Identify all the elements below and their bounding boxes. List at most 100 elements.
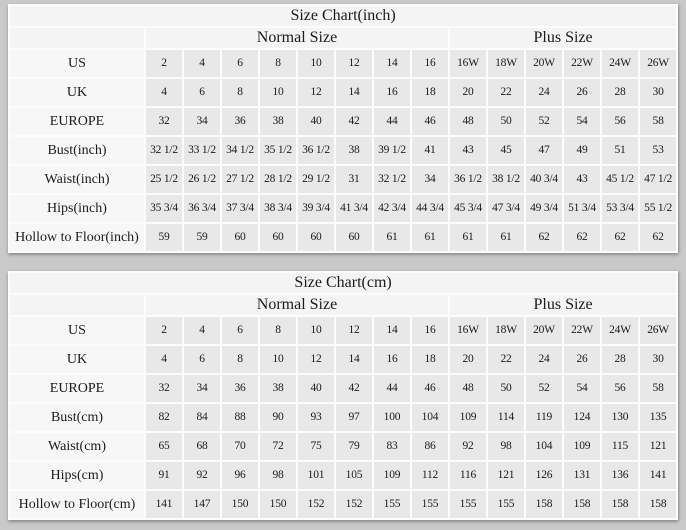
- size-value-cell: 46: [412, 108, 448, 135]
- size-value-cell: 60: [336, 224, 372, 251]
- size-value-cell: 54: [564, 108, 600, 135]
- size-value-cell: 16: [412, 317, 448, 344]
- size-value-cell: 155: [488, 491, 524, 518]
- size-value-cell: 45 3/4: [450, 195, 486, 222]
- table-row: Bust(inch) 32 1/2 33 1/2 34 1/2 35 1/2 36 1/2…: [10, 137, 677, 164]
- size-value-cell: 12: [298, 346, 334, 373]
- size-value-cell: 59: [184, 224, 220, 251]
- size-value-cell: 6: [222, 317, 258, 344]
- row-label: EUROPE: [10, 108, 144, 135]
- table-row: US 2 4 6 8 10 12 14 16 16W 18W 20W 22W 24W 26W: [10, 50, 677, 77]
- size-chart-inch-table: Size Chart(inch) Normal Size Plus Size US 2 4…: [8, 4, 679, 253]
- size-value-cell: 22W: [564, 317, 600, 344]
- size-value-cell: 60: [260, 224, 296, 251]
- size-value-cell: 60: [222, 224, 258, 251]
- size-value-cell: 100: [374, 404, 410, 431]
- size-value-cell: 82: [146, 404, 182, 431]
- size-value-cell: 8: [260, 50, 296, 77]
- size-value-cell: 72: [260, 433, 296, 460]
- table-row: Waist(cm) 65 68 70 72 75 79 83 86 92 98 104 109 115 12…: [10, 433, 677, 460]
- size-value-cell: 14: [336, 79, 372, 106]
- size-value-cell: 30: [640, 346, 677, 373]
- size-value-cell: 121: [488, 462, 524, 489]
- size-value-cell: 152: [336, 491, 372, 518]
- size-value-cell: 30: [640, 79, 677, 106]
- size-value-cell: 35 1/2: [260, 137, 296, 164]
- size-value-cell: 58: [640, 108, 677, 135]
- size-value-cell: 88: [222, 404, 258, 431]
- size-value-cell: 49 3/4: [526, 195, 562, 222]
- size-value-cell: 20W: [526, 50, 562, 77]
- size-value-cell: 34 1/2: [222, 137, 258, 164]
- table-title-row: Size Chart(inch): [10, 6, 677, 26]
- size-value-cell: 91: [146, 462, 182, 489]
- size-value-cell: 2: [146, 50, 182, 77]
- size-value-cell: 130: [602, 404, 638, 431]
- size-value-cell: 158: [526, 491, 562, 518]
- table-row: UK 4 6 8 10 12 14 16 18 20 22 24 26 28 30: [10, 79, 677, 106]
- size-value-cell: 116: [450, 462, 486, 489]
- size-value-cell: 43: [450, 137, 486, 164]
- size-value-cell: 22: [488, 346, 524, 373]
- size-value-cell: 14: [336, 346, 372, 373]
- size-value-cell: 36 3/4: [184, 195, 220, 222]
- size-value-cell: 75: [298, 433, 334, 460]
- corner-cell: [10, 28, 144, 48]
- column-group-header: Normal Size: [146, 295, 448, 315]
- size-value-cell: 62: [602, 224, 638, 251]
- row-label: UK: [10, 79, 144, 106]
- column-group-header: Plus Size: [450, 295, 677, 315]
- size-value-cell: 38: [336, 137, 372, 164]
- size-value-cell: 22W: [564, 50, 600, 77]
- table-row: Hollow to Floor(inch) 59 59 60 60 60 60 61 61 61 6…: [10, 224, 677, 251]
- size-value-cell: 70: [222, 433, 258, 460]
- row-label: Waist(inch): [10, 166, 144, 193]
- size-value-cell: 65: [146, 433, 182, 460]
- size-value-cell: 42: [336, 108, 372, 135]
- size-value-cell: 150: [222, 491, 258, 518]
- size-value-cell: 24W: [602, 317, 638, 344]
- size-value-cell: 101: [298, 462, 334, 489]
- size-value-cell: 24: [526, 79, 562, 106]
- size-value-cell: 42 3/4: [374, 195, 410, 222]
- size-value-cell: 22: [488, 79, 524, 106]
- size-value-cell: 4: [184, 317, 220, 344]
- size-value-cell: 38: [260, 375, 296, 402]
- size-value-cell: 12: [298, 79, 334, 106]
- table-row: Hips(inch) 35 3/4 36 3/4 37 3/4 38 3/4 39 3/4…: [10, 195, 677, 222]
- size-value-cell: 47 3/4: [488, 195, 524, 222]
- size-value-cell: 98: [260, 462, 296, 489]
- size-value-cell: 61: [374, 224, 410, 251]
- size-value-cell: 29 1/2: [298, 166, 334, 193]
- size-value-cell: 109: [374, 462, 410, 489]
- size-value-cell: 155: [374, 491, 410, 518]
- size-value-cell: 62: [526, 224, 562, 251]
- size-value-cell: 62: [640, 224, 677, 251]
- row-label: Waist(cm): [10, 433, 144, 460]
- size-value-cell: 16: [374, 79, 410, 106]
- size-value-cell: 115: [602, 433, 638, 460]
- size-value-cell: 48: [450, 108, 486, 135]
- size-value-cell: 27 1/2: [222, 166, 258, 193]
- row-label: Hollow to Floor(inch): [10, 224, 144, 251]
- column-group-row: Normal Size Plus Size: [10, 28, 677, 48]
- table-row: Waist(inch) 25 1/2 26 1/2 27 1/2 28 1/2 29 1/…: [10, 166, 677, 193]
- size-value-cell: 32 1/2: [374, 166, 410, 193]
- size-value-cell: 47 1/2: [640, 166, 677, 193]
- size-value-cell: 44: [374, 375, 410, 402]
- size-value-cell: 4: [146, 346, 182, 373]
- size-value-cell: 20W: [526, 317, 562, 344]
- size-value-cell: 45: [488, 137, 524, 164]
- size-value-cell: 152: [298, 491, 334, 518]
- size-value-cell: 26: [564, 346, 600, 373]
- size-value-cell: 2: [146, 317, 182, 344]
- size-value-cell: 18W: [488, 50, 524, 77]
- size-value-cell: 51 3/4: [564, 195, 600, 222]
- size-value-cell: 45 1/2: [602, 166, 638, 193]
- table-row: Hollow to Floor(cm) 141 147 150 150 152 152 155…: [10, 491, 677, 518]
- size-value-cell: 51: [602, 137, 638, 164]
- size-value-cell: 46: [412, 375, 448, 402]
- column-group-header: Normal Size: [146, 28, 448, 48]
- size-value-cell: 50: [488, 375, 524, 402]
- size-value-cell: 18: [412, 79, 448, 106]
